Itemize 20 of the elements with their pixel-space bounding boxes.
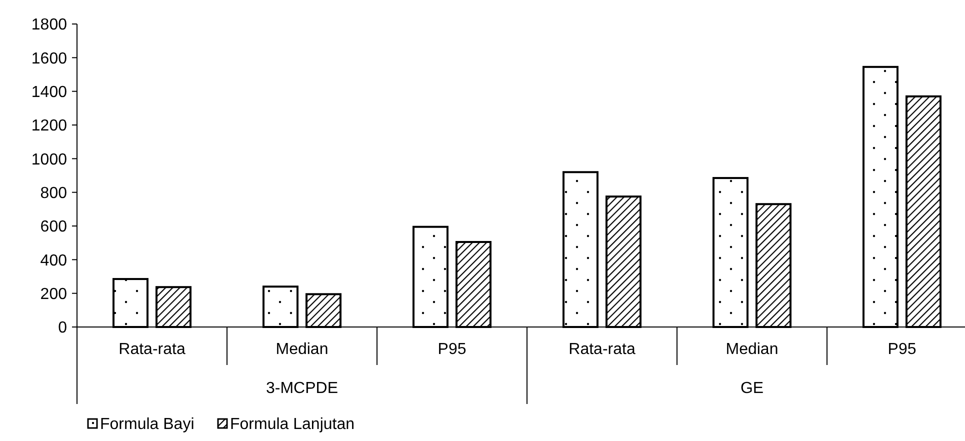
legend-label: Formula Bayi	[100, 416, 194, 433]
x-tick-label: P95	[438, 341, 466, 358]
legend-label: Formula Lanjutan	[230, 416, 355, 433]
y-tick-label: 1200	[31, 118, 68, 135]
y-tick-label: 1600	[31, 50, 68, 68]
y-tick-label: 1800	[31, 16, 68, 34]
y-tick-label: 600	[40, 218, 68, 236]
text: GE	[740, 380, 764, 397]
x-tick-label: Median	[276, 341, 328, 358]
text: 3-MCPDE	[266, 380, 338, 397]
y-tick-label: 800	[40, 184, 68, 202]
y-tick-label: 0	[58, 320, 68, 337]
y-tick-label: 200	[40, 286, 68, 303]
x-tick-label: P95	[888, 341, 916, 358]
x-tick-label: Rata-rata	[568, 341, 636, 358]
y-tick-label: 1400	[31, 84, 68, 101]
x-tick-label: Rata-rata	[118, 341, 186, 358]
x-tick-label: Median	[726, 341, 778, 358]
y-tick-label: 1000	[31, 151, 68, 168]
y-tick-label: 400	[40, 252, 68, 270]
